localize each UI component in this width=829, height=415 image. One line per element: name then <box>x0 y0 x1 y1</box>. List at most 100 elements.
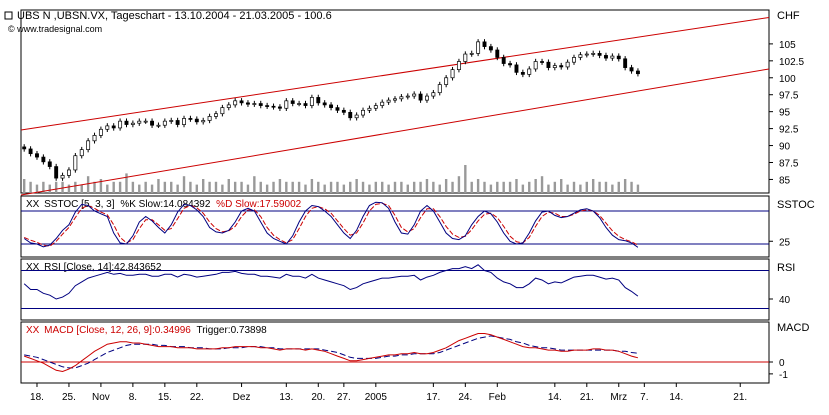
volume-bar <box>572 181 576 193</box>
volume-bar <box>195 184 199 193</box>
candle-body <box>418 93 423 101</box>
stoch-legend-icon: XX <box>26 199 40 210</box>
rsi-legend-text: RSI [Close, 14]:42.843652 <box>44 262 162 273</box>
volume-bar <box>189 181 192 193</box>
volume-bar <box>67 184 71 193</box>
time-tick-label: 22. <box>190 392 204 403</box>
time-axis: 18. 25. Nov 8. 15. 22. Dez 13. 20. 27. 2005 17. 24. F… <box>30 383 747 403</box>
volume-bar <box>476 179 480 193</box>
candle-body <box>66 169 71 176</box>
macd-panel: XX MACD [Close, 12, 26, 9]:0.34996 Trigg… <box>21 322 809 381</box>
candle-body <box>335 107 340 111</box>
price-tick-label: 85 <box>779 175 791 186</box>
candle-body <box>565 61 570 68</box>
macd-frame <box>20 321 770 384</box>
candle-body <box>495 49 500 58</box>
macd-tick-label: -1 <box>779 370 788 381</box>
candle-body <box>341 109 346 113</box>
candle-body <box>393 98 397 101</box>
candle-body <box>41 156 46 163</box>
volume-bar <box>585 181 588 193</box>
volume-bar <box>432 181 435 193</box>
volume-bar <box>553 181 557 193</box>
macd-trigger-line <box>24 335 638 369</box>
volume-bar <box>374 181 378 193</box>
volume-bar <box>361 181 365 193</box>
volume-bar <box>381 181 384 193</box>
volume-bar <box>425 179 429 193</box>
volume-bar <box>323 184 326 193</box>
candle-body <box>162 120 167 126</box>
time-tick-label: 2005 <box>365 392 388 403</box>
volume-bar <box>489 184 493 193</box>
volume-bar <box>387 184 390 193</box>
time-tick-label: 8. <box>129 392 137 403</box>
volume-bar <box>163 181 167 193</box>
volume-bar <box>259 181 262 193</box>
volume-bar <box>35 184 39 193</box>
rsi-legend-icon: XX <box>26 262 40 273</box>
volume-bar <box>170 181 173 193</box>
volume-bar <box>48 184 51 193</box>
candle-body <box>143 120 148 123</box>
candle-body <box>207 116 212 121</box>
volume-bar <box>246 184 250 193</box>
volume-bar <box>61 181 64 193</box>
price-tick-label: 97.5 <box>779 91 799 102</box>
stoch-frame <box>20 195 770 258</box>
candle-body <box>22 146 27 150</box>
macd-legend-name: MACD [Close, 12, 26, 9]:0.34996 <box>44 325 191 336</box>
volume-bar <box>80 184 83 193</box>
candle-body <box>156 124 161 127</box>
time-tick-label: 13. <box>279 392 293 403</box>
candle-body <box>329 104 334 108</box>
volume-bar <box>617 181 620 193</box>
volume-bar <box>515 179 518 193</box>
time-tick-label: 21. <box>733 392 747 403</box>
price-tick-label: 105 <box>779 40 796 51</box>
volume-bar <box>464 165 467 193</box>
candle-body <box>118 120 123 129</box>
rsi-legend: XX RSI [Close, 14]:42.843652 <box>26 262 162 273</box>
candle-body <box>361 109 365 116</box>
price-panel: 85 87.5 90 92.5 95 97.5 100 102.5 105 CHF <box>20 10 804 196</box>
candle-body <box>246 102 250 105</box>
candle-body <box>111 125 116 129</box>
volume-bar <box>291 181 294 193</box>
time-tick-label: 21. <box>580 392 594 403</box>
volume-bar <box>93 181 96 193</box>
macd-legend-trigger: Trigger:0.73898 <box>196 325 267 336</box>
volume-bar <box>265 184 269 193</box>
candle-body <box>92 135 97 142</box>
candle-body <box>73 155 78 171</box>
candle-body <box>559 65 564 68</box>
macd-legend: XX MACD [Close, 12, 26, 9]:0.34996 Trigg… <box>26 325 267 336</box>
volume-bar <box>457 176 461 193</box>
volume-bar <box>74 181 77 193</box>
candle-body <box>214 113 218 117</box>
candle-body <box>316 97 321 104</box>
volume-bar <box>253 176 256 193</box>
volume-bar <box>412 181 416 193</box>
candle-body <box>604 55 608 59</box>
volume-bar <box>131 181 135 193</box>
volume-bar <box>329 181 333 193</box>
volume-bar <box>444 179 448 193</box>
candle-body <box>98 128 103 136</box>
price-tick-label: 102.5 <box>779 57 804 68</box>
rsi-panel: XX RSI [Close, 14]:42.843652 RSI 40 <box>21 262 795 309</box>
volume-bar <box>182 176 186 193</box>
volume-bar <box>508 181 512 193</box>
candle-body <box>584 53 589 56</box>
volume-bar <box>42 181 45 193</box>
candle-body <box>520 72 525 75</box>
price-tick-label: 87.5 <box>779 159 799 170</box>
candle-body <box>456 61 461 70</box>
candle-body <box>169 120 174 122</box>
volume-bar <box>112 181 115 193</box>
stoch-legend-name: SSTOC [5, 3, 3] <box>44 199 115 210</box>
volume-bar <box>272 181 275 193</box>
candle-body <box>322 102 327 106</box>
stoch-tick-label: 25 <box>779 237 791 248</box>
